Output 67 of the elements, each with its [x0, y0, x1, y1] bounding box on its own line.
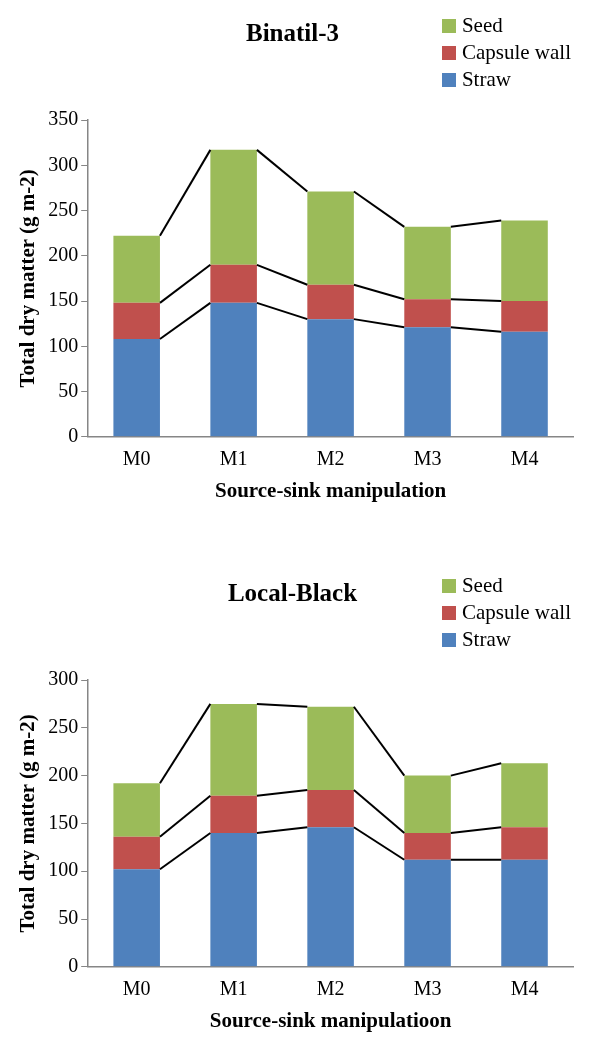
bar	[404, 299, 451, 328]
bar	[404, 859, 451, 967]
y-tick-label: 100	[48, 858, 79, 881]
x-tick-label: M0	[122, 447, 151, 470]
x-tick-label: M1	[219, 447, 248, 470]
y-tick-label: 100	[48, 333, 79, 356]
y-tick-label: 200	[48, 762, 79, 785]
bar	[113, 302, 160, 340]
bar	[210, 149, 257, 265]
legend-label: Straw	[461, 66, 511, 93]
y-tick-label: 50	[58, 378, 79, 401]
chart-title: Binatil-3	[245, 19, 340, 47]
y-tick-label: 150	[48, 810, 79, 833]
x-tick-label: M3	[413, 447, 442, 470]
bar	[404, 775, 451, 833]
bar	[404, 226, 451, 300]
bar	[113, 235, 160, 303]
y-axis-title: Total dry matter (g m-2)	[15, 169, 40, 388]
bar	[307, 789, 354, 828]
bar	[307, 191, 354, 285]
legend-label: Capsule wall	[461, 39, 571, 66]
x-tick-label: M0	[122, 977, 151, 1000]
bar	[307, 319, 354, 437]
x-tick-label: M2	[316, 977, 345, 1000]
legend-label: Capsule wall	[461, 599, 571, 626]
y-tick-label: 150	[48, 288, 79, 311]
bar	[210, 703, 257, 796]
bar	[210, 832, 257, 967]
bar	[501, 859, 548, 967]
y-tick-label: 250	[48, 197, 79, 220]
bar	[307, 284, 354, 320]
bar	[307, 706, 354, 790]
y-axis-title: Total dry matter (g m-2)	[15, 714, 40, 933]
y-tick-label: 0	[68, 424, 79, 447]
bar	[404, 832, 451, 860]
x-tick-label: M2	[316, 447, 345, 470]
x-tick-label: M3	[413, 977, 442, 1000]
legend-label: Seed	[461, 12, 503, 39]
bar	[501, 220, 548, 302]
legend-label: Seed	[461, 572, 503, 599]
y-tick-label: 50	[58, 906, 79, 929]
x-tick-label: M4	[510, 977, 539, 1000]
y-tick-label: 200	[48, 243, 79, 266]
bar	[307, 827, 354, 967]
bar	[113, 836, 160, 870]
bar	[210, 264, 257, 303]
bar	[210, 302, 257, 437]
x-axis-title: Source-sink manipulation	[214, 477, 447, 502]
x-tick-label: M1	[219, 977, 248, 1000]
x-axis-title: Source-sink manipulatioon	[209, 1007, 452, 1032]
bar	[501, 331, 548, 437]
y-tick-label: 300	[48, 667, 79, 690]
bar	[501, 827, 548, 860]
bar	[113, 339, 160, 437]
y-tick-label: 250	[48, 715, 79, 738]
bar	[501, 301, 548, 332]
y-tick-label: 350	[48, 107, 79, 130]
bar	[113, 869, 160, 967]
bar	[501, 763, 548, 828]
bar	[210, 795, 257, 833]
bar	[404, 327, 451, 437]
legend-label: Straw	[461, 626, 511, 653]
bar	[113, 783, 160, 837]
chart-title: Local-Black	[227, 579, 358, 607]
x-tick-label: M4	[510, 447, 539, 470]
y-tick-label: 300	[48, 152, 79, 175]
y-tick-label: 0	[68, 954, 79, 977]
